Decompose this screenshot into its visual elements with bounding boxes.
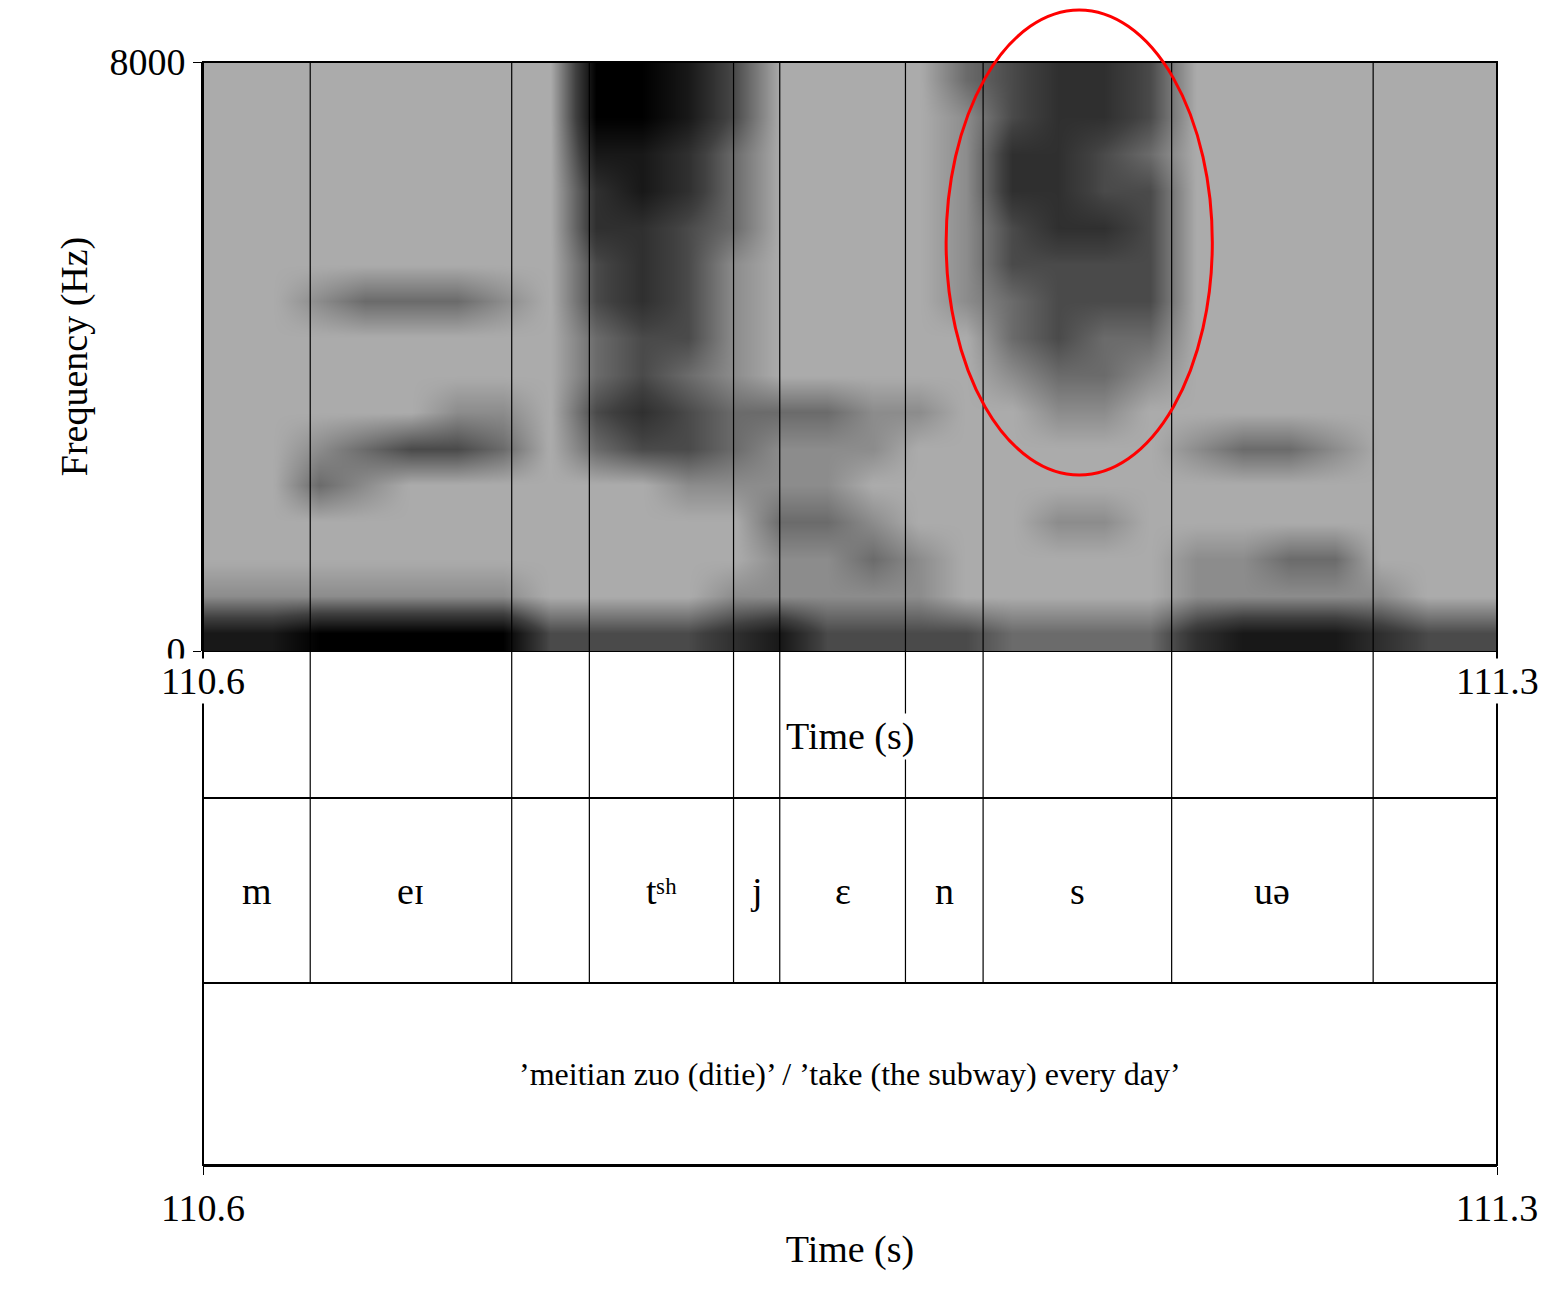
svg-text:m: m bbox=[242, 870, 272, 912]
svg-text:tˢʰ: tˢʰ bbox=[646, 870, 677, 912]
svg-text:uə: uə bbox=[1254, 870, 1290, 912]
svg-text:110.6: 110.6 bbox=[161, 660, 245, 702]
svg-text:8000: 8000 bbox=[109, 41, 185, 83]
svg-text:Time (s): Time (s) bbox=[786, 715, 914, 758]
svg-text:eɪ: eɪ bbox=[397, 870, 424, 912]
svg-text:j: j bbox=[750, 870, 763, 912]
svg-text:Frequency (Hz): Frequency (Hz) bbox=[53, 237, 96, 477]
svg-text:s: s bbox=[1070, 870, 1085, 912]
svg-text:’meitian zuo (ditie)’ / ’take: ’meitian zuo (ditie)’ / ’take (the subwa… bbox=[519, 1056, 1181, 1092]
svg-text:ɛ: ɛ bbox=[835, 870, 851, 912]
svg-text:n: n bbox=[935, 870, 954, 912]
svg-text:111.3: 111.3 bbox=[1456, 1187, 1539, 1229]
svg-text:110.6: 110.6 bbox=[161, 1187, 245, 1229]
svg-text:Time (s): Time (s) bbox=[786, 1228, 914, 1271]
svg-text:0: 0 bbox=[166, 630, 185, 672]
svg-text:111.3: 111.3 bbox=[1456, 660, 1539, 702]
